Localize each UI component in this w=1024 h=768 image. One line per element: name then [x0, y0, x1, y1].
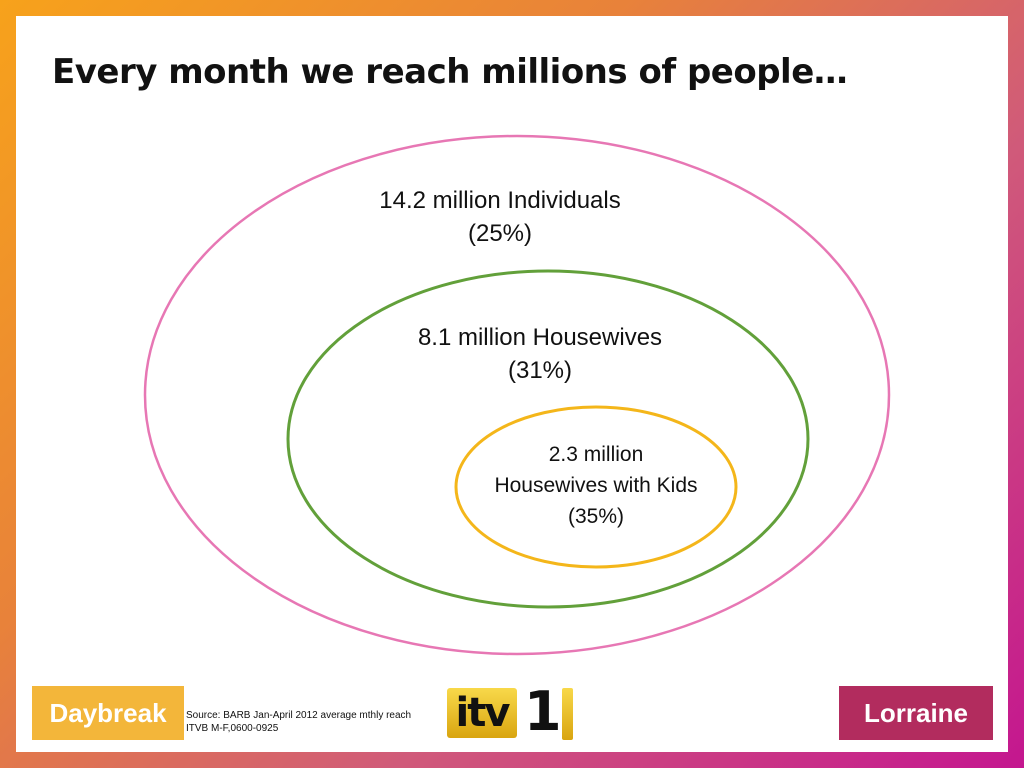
daybreak-logo: Daybreak: [32, 686, 184, 740]
source-line-1: Source: BARB Jan-April 2012 average mthl…: [186, 710, 412, 721]
inner-circle-group: Housewives with Kids: [494, 474, 698, 497]
middle-circle-percent: (31%): [507, 357, 573, 384]
nested-circle-diagram: [143, 134, 891, 656]
itv-channel-number: 1: [524, 680, 562, 743]
inner-circle-percent: (35%): [567, 505, 625, 528]
itv-logo-bar: [562, 688, 573, 740]
middle-circle-count: 8.1 million Housewives: [417, 324, 663, 351]
source-note: Source: BARB Jan-April 2012 average mthl…: [186, 709, 411, 735]
inner-circle-count: 2.3 million: [548, 443, 644, 466]
outer-circle-percent: (25%): [467, 220, 533, 247]
slide-title: Every month we reach millions of people…: [52, 52, 848, 92]
inner-circle-label: 2.3 million Housewives with Kids (35%): [461, 439, 731, 532]
outer-circle-label: 14.2 million Individuals (25%): [330, 184, 670, 250]
source-line-2: ITVB M-F,0600-0925: [186, 723, 279, 734]
inner-circle: [454, 405, 738, 569]
outer-circle: [143, 134, 891, 656]
itv-logo: itv: [447, 688, 517, 738]
outer-circle-count: 14.2 million Individuals: [379, 187, 621, 214]
slide: Every month we reach millions of people……: [16, 16, 1008, 752]
lorraine-logo: Lorraine: [839, 686, 993, 740]
middle-circle: [286, 269, 810, 609]
middle-circle-label: 8.1 million Housewives (31%): [370, 321, 710, 387]
